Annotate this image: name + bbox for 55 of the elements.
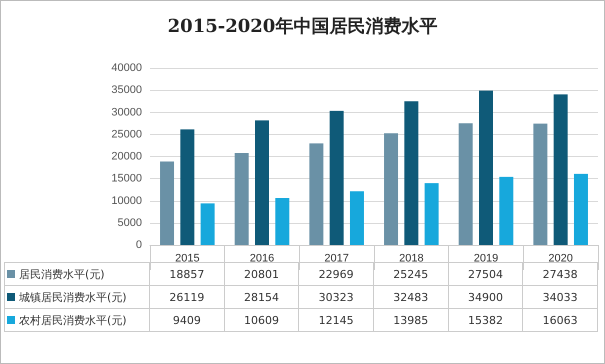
- x-tick-label: 2020: [548, 252, 573, 264]
- x-tick-label: 2017: [324, 252, 349, 264]
- bar: [499, 176, 514, 245]
- bar: [330, 110, 344, 245]
- y-tick-label: 5000: [118, 216, 142, 229]
- x-tick-label: 2016: [250, 252, 274, 264]
- y-tick-label: 30000: [111, 106, 142, 118]
- data-label: 15382: [448, 308, 523, 332]
- y-tick-label: 0: [136, 239, 142, 251]
- bar: [309, 143, 324, 245]
- legend-label: 居民消费水平(元): [4, 262, 150, 286]
- data-label: 26119: [150, 286, 224, 308]
- bar: [350, 191, 364, 245]
- x-tick-label: 2019: [474, 252, 498, 264]
- y-tick-label: 40000: [111, 62, 142, 74]
- data-label: 9409: [150, 308, 224, 332]
- data-label: 10609: [224, 308, 299, 332]
- data-label: 20801: [244, 268, 279, 280]
- bar: [458, 123, 473, 245]
- bar: [554, 94, 568, 245]
- legend-label: 城镇居民消费水平(元): [4, 286, 150, 308]
- data-label: 34900: [448, 286, 523, 308]
- y-tick-label: 10000: [111, 194, 142, 207]
- chart-title: 2015-2020年中国居民消费水平: [166, 15, 438, 38]
- y-tick-label: 15000: [111, 172, 142, 185]
- bar: [424, 183, 439, 245]
- data-label: 12145: [298, 308, 374, 332]
- data-label: 28154: [224, 286, 299, 308]
- x-tick-label: 2018: [399, 252, 424, 264]
- data-label: 25245: [393, 268, 428, 280]
- data-label: 18857: [169, 268, 204, 280]
- bar: [255, 120, 269, 245]
- data-label: 22969: [318, 268, 354, 280]
- bar: [574, 174, 588, 245]
- bar: [275, 198, 290, 245]
- data-label: 13985: [373, 308, 448, 332]
- data-label: 27438: [542, 268, 578, 280]
- bar: [533, 124, 548, 245]
- bar: [234, 152, 249, 245]
- bar: [384, 133, 398, 245]
- data-label: 34033: [522, 286, 598, 308]
- bar: [200, 203, 215, 245]
- bar: [479, 90, 493, 245]
- bar: [404, 101, 418, 245]
- y-tick-label: 20000: [111, 150, 142, 162]
- legend-label: 农村居民消费水平(元): [4, 308, 150, 332]
- x-tick-label: 2015: [175, 252, 200, 264]
- data-label: 32483: [373, 286, 448, 308]
- y-tick-label: 25000: [111, 128, 142, 140]
- data-label: 30323: [298, 286, 374, 308]
- bar: [160, 162, 174, 245]
- y-tick-label: 35000: [111, 84, 142, 96]
- data-label: 16063: [522, 308, 598, 332]
- bar: [180, 129, 194, 245]
- data-label: 27504: [468, 268, 503, 280]
